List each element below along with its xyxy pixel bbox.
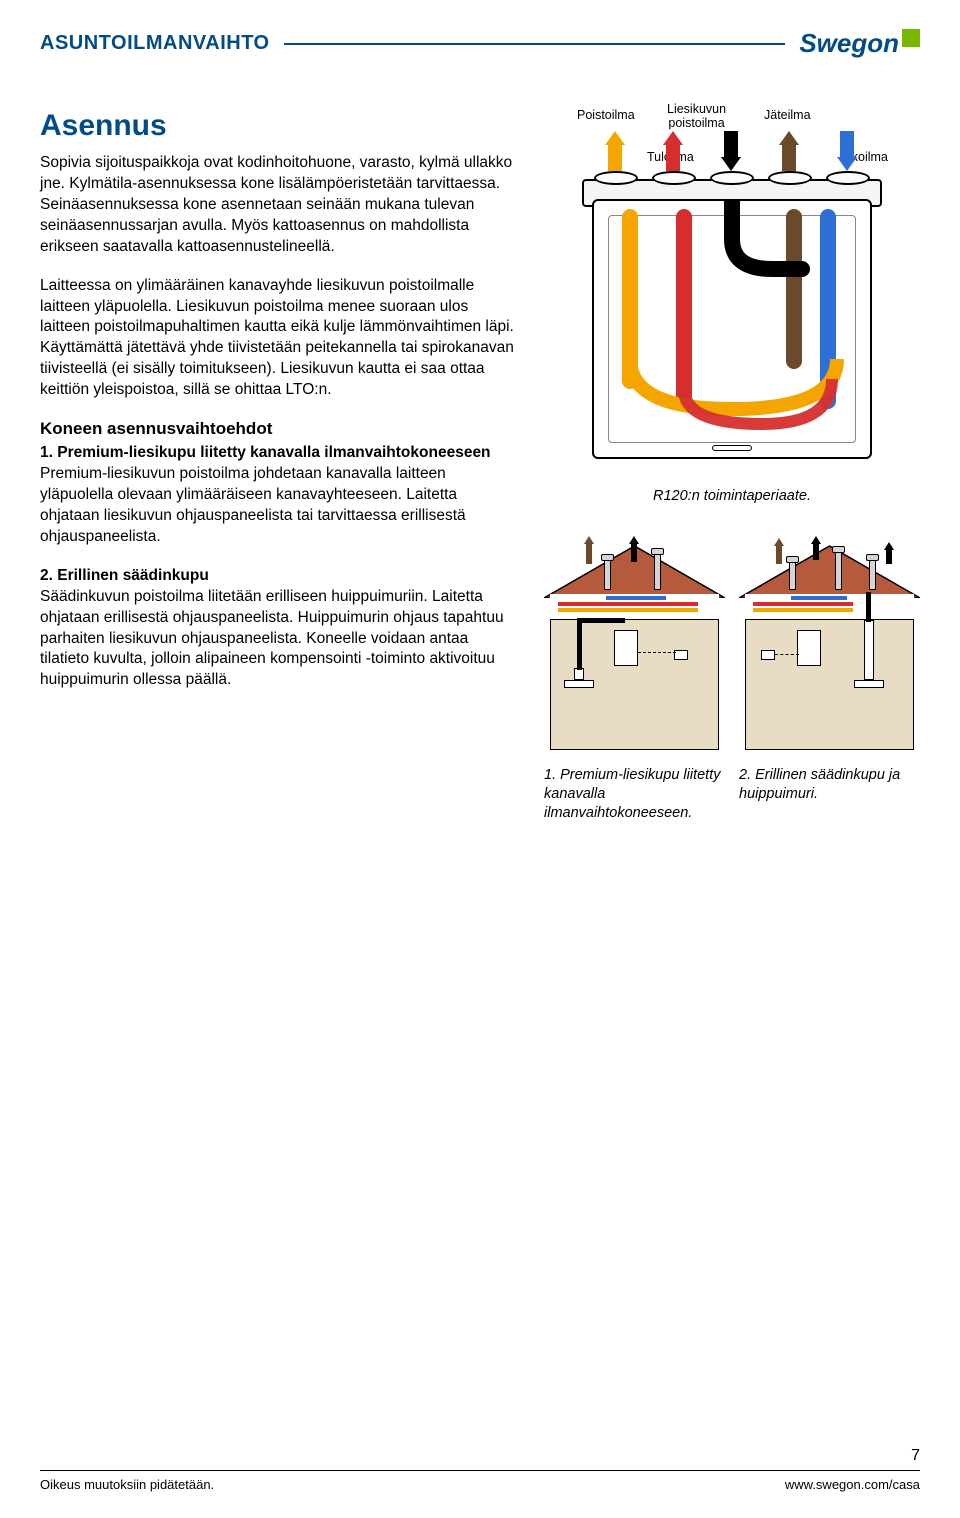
logo-text: Swegon — [799, 28, 899, 59]
house-captions: 1. Premium-liesikupu liitetty kanavalla … — [544, 760, 920, 823]
house-2-control-line — [775, 654, 799, 655]
paragraph-2: Laitteessa on ylimääräinen kanavayhde li… — [40, 276, 520, 402]
flow-cross-icon — [622, 359, 852, 439]
port-1 — [594, 171, 638, 185]
house-2-caption: 2. Erillinen säädinkupu ja huippuimuri. — [739, 766, 920, 823]
footer-left: Oikeus muutoksiin pidätetään. — [40, 1477, 214, 1492]
arrow-poistoilma-icon — [608, 131, 625, 171]
house-2-arrow-black1-icon — [811, 536, 821, 544]
port-5 — [826, 171, 870, 185]
right-column: Poistoilma Liesikuvun poistoilma Jäteilm… — [544, 109, 920, 822]
house-1-arrow-brown-icon — [584, 536, 594, 544]
house-2-panel — [761, 650, 775, 660]
option-1-body: Premium-liesikuvun poistoilma johdetaan … — [40, 465, 466, 545]
house-2-arrow-black2-icon — [884, 542, 894, 550]
house-1-arrow-black-icon — [629, 536, 639, 544]
paragraph-1: Sopivia sijoituspaikkoja ovat kodinhoito… — [40, 153, 520, 258]
arrow-tuloilma-icon — [666, 131, 683, 171]
house-1-shaft-black — [631, 544, 637, 562]
diagram-unit: Poistoilma Liesikuvun poistoilma Jäteilm… — [552, 109, 912, 469]
house-2-shaft-brown — [776, 546, 782, 564]
house-1-duct-h — [577, 618, 625, 623]
house-2-hood-duct — [864, 620, 874, 680]
house-2-arrow-brown-icon — [774, 538, 784, 546]
footer-right: www.swegon.com/casa — [785, 1477, 920, 1492]
house-2-stack-1-cap — [786, 556, 799, 563]
house-2-duct-black — [866, 592, 871, 622]
flow-black-curve-icon — [712, 199, 822, 289]
house-1-stack-1 — [604, 560, 611, 590]
arrow-liesi-icon — [724, 131, 741, 171]
house-1-pipe-yellow — [558, 608, 698, 612]
option-1-title: 1. Premium-liesikupu liitetty kanavalla … — [40, 444, 491, 461]
house-1-shaft-brown — [586, 544, 592, 564]
house-1-control-line — [638, 652, 676, 653]
house-diagrams — [544, 540, 920, 750]
unit-handle — [712, 445, 752, 451]
option-2-body: Säädinkuvun poistoilma liitetään erillis… — [40, 588, 504, 689]
logo-square-icon — [902, 29, 920, 47]
house-2-stack-1 — [789, 562, 796, 590]
house-1-stack-1-cap — [601, 554, 614, 561]
options-heading: Koneen asennusvaihtoehdot — [40, 419, 520, 439]
main-columns: Asennus Sopivia sijoituspaikkoja ovat ko… — [40, 109, 920, 822]
diagram-1-caption: R120:n toimintaperiaate. — [544, 487, 920, 506]
port-3 — [710, 171, 754, 185]
house-1-caption: 1. Premium-liesikupu liitetty kanavalla … — [544, 766, 725, 823]
header-title: ASUNTOILMANVAIHTO — [40, 32, 270, 55]
house-1-pipe-blue — [606, 596, 666, 600]
port-2 — [652, 171, 696, 185]
option-2-title: 2. Erillinen säädinkupu — [40, 567, 209, 584]
house-2 — [739, 540, 920, 750]
option-2: 2. Erillinen säädinkupu Säädinkuvun pois… — [40, 566, 520, 692]
house-2-shaft-black1 — [813, 544, 819, 560]
house-1-hood — [564, 680, 594, 688]
section-title: Asennus — [40, 109, 520, 143]
page-number: 7 — [911, 1447, 920, 1465]
house-1-unit — [614, 630, 638, 666]
house-2-unit — [797, 630, 821, 666]
option-1: 1. Premium-liesikupu liitetty kanavalla … — [40, 443, 520, 548]
label-jateilma: Jäteilma — [764, 109, 811, 123]
house-2-hood — [854, 680, 884, 688]
header-rule — [284, 43, 786, 45]
house-2-stack-2 — [835, 552, 842, 590]
house-2-stack-2-cap — [832, 546, 845, 553]
house-1-duct-v — [577, 620, 582, 670]
house-1 — [544, 540, 725, 750]
brand-logo: Swegon — [799, 28, 920, 59]
house-1-panel — [674, 650, 688, 660]
arrow-jateilma-icon — [782, 131, 799, 171]
house-2-shaft-black2 — [886, 550, 892, 564]
house-1-pipe-red — [558, 602, 698, 606]
house-2-pipe-red — [753, 602, 853, 606]
house-1-stack-2-cap — [651, 548, 664, 555]
port-4 — [768, 171, 812, 185]
left-column: Asennus Sopivia sijoituspaikkoja ovat ko… — [40, 109, 520, 822]
house-2-stack-3 — [869, 560, 876, 590]
house-1-stack-2 — [654, 554, 661, 590]
label-liesikuvun-poistoilma: Liesikuvun poistoilma — [667, 103, 726, 131]
arrow-ulkoilma-icon — [840, 131, 857, 171]
house-2-pipe-blue — [791, 596, 847, 600]
page-footer: Oikeus muutoksiin pidätetään. www.swegon… — [40, 1470, 920, 1492]
page-header: ASUNTOILMANVAIHTO Swegon — [40, 28, 920, 59]
label-poistoilma: Poistoilma — [577, 109, 635, 123]
house-2-pipe-yellow — [753, 608, 853, 612]
house-2-stack-3-cap — [866, 554, 879, 561]
